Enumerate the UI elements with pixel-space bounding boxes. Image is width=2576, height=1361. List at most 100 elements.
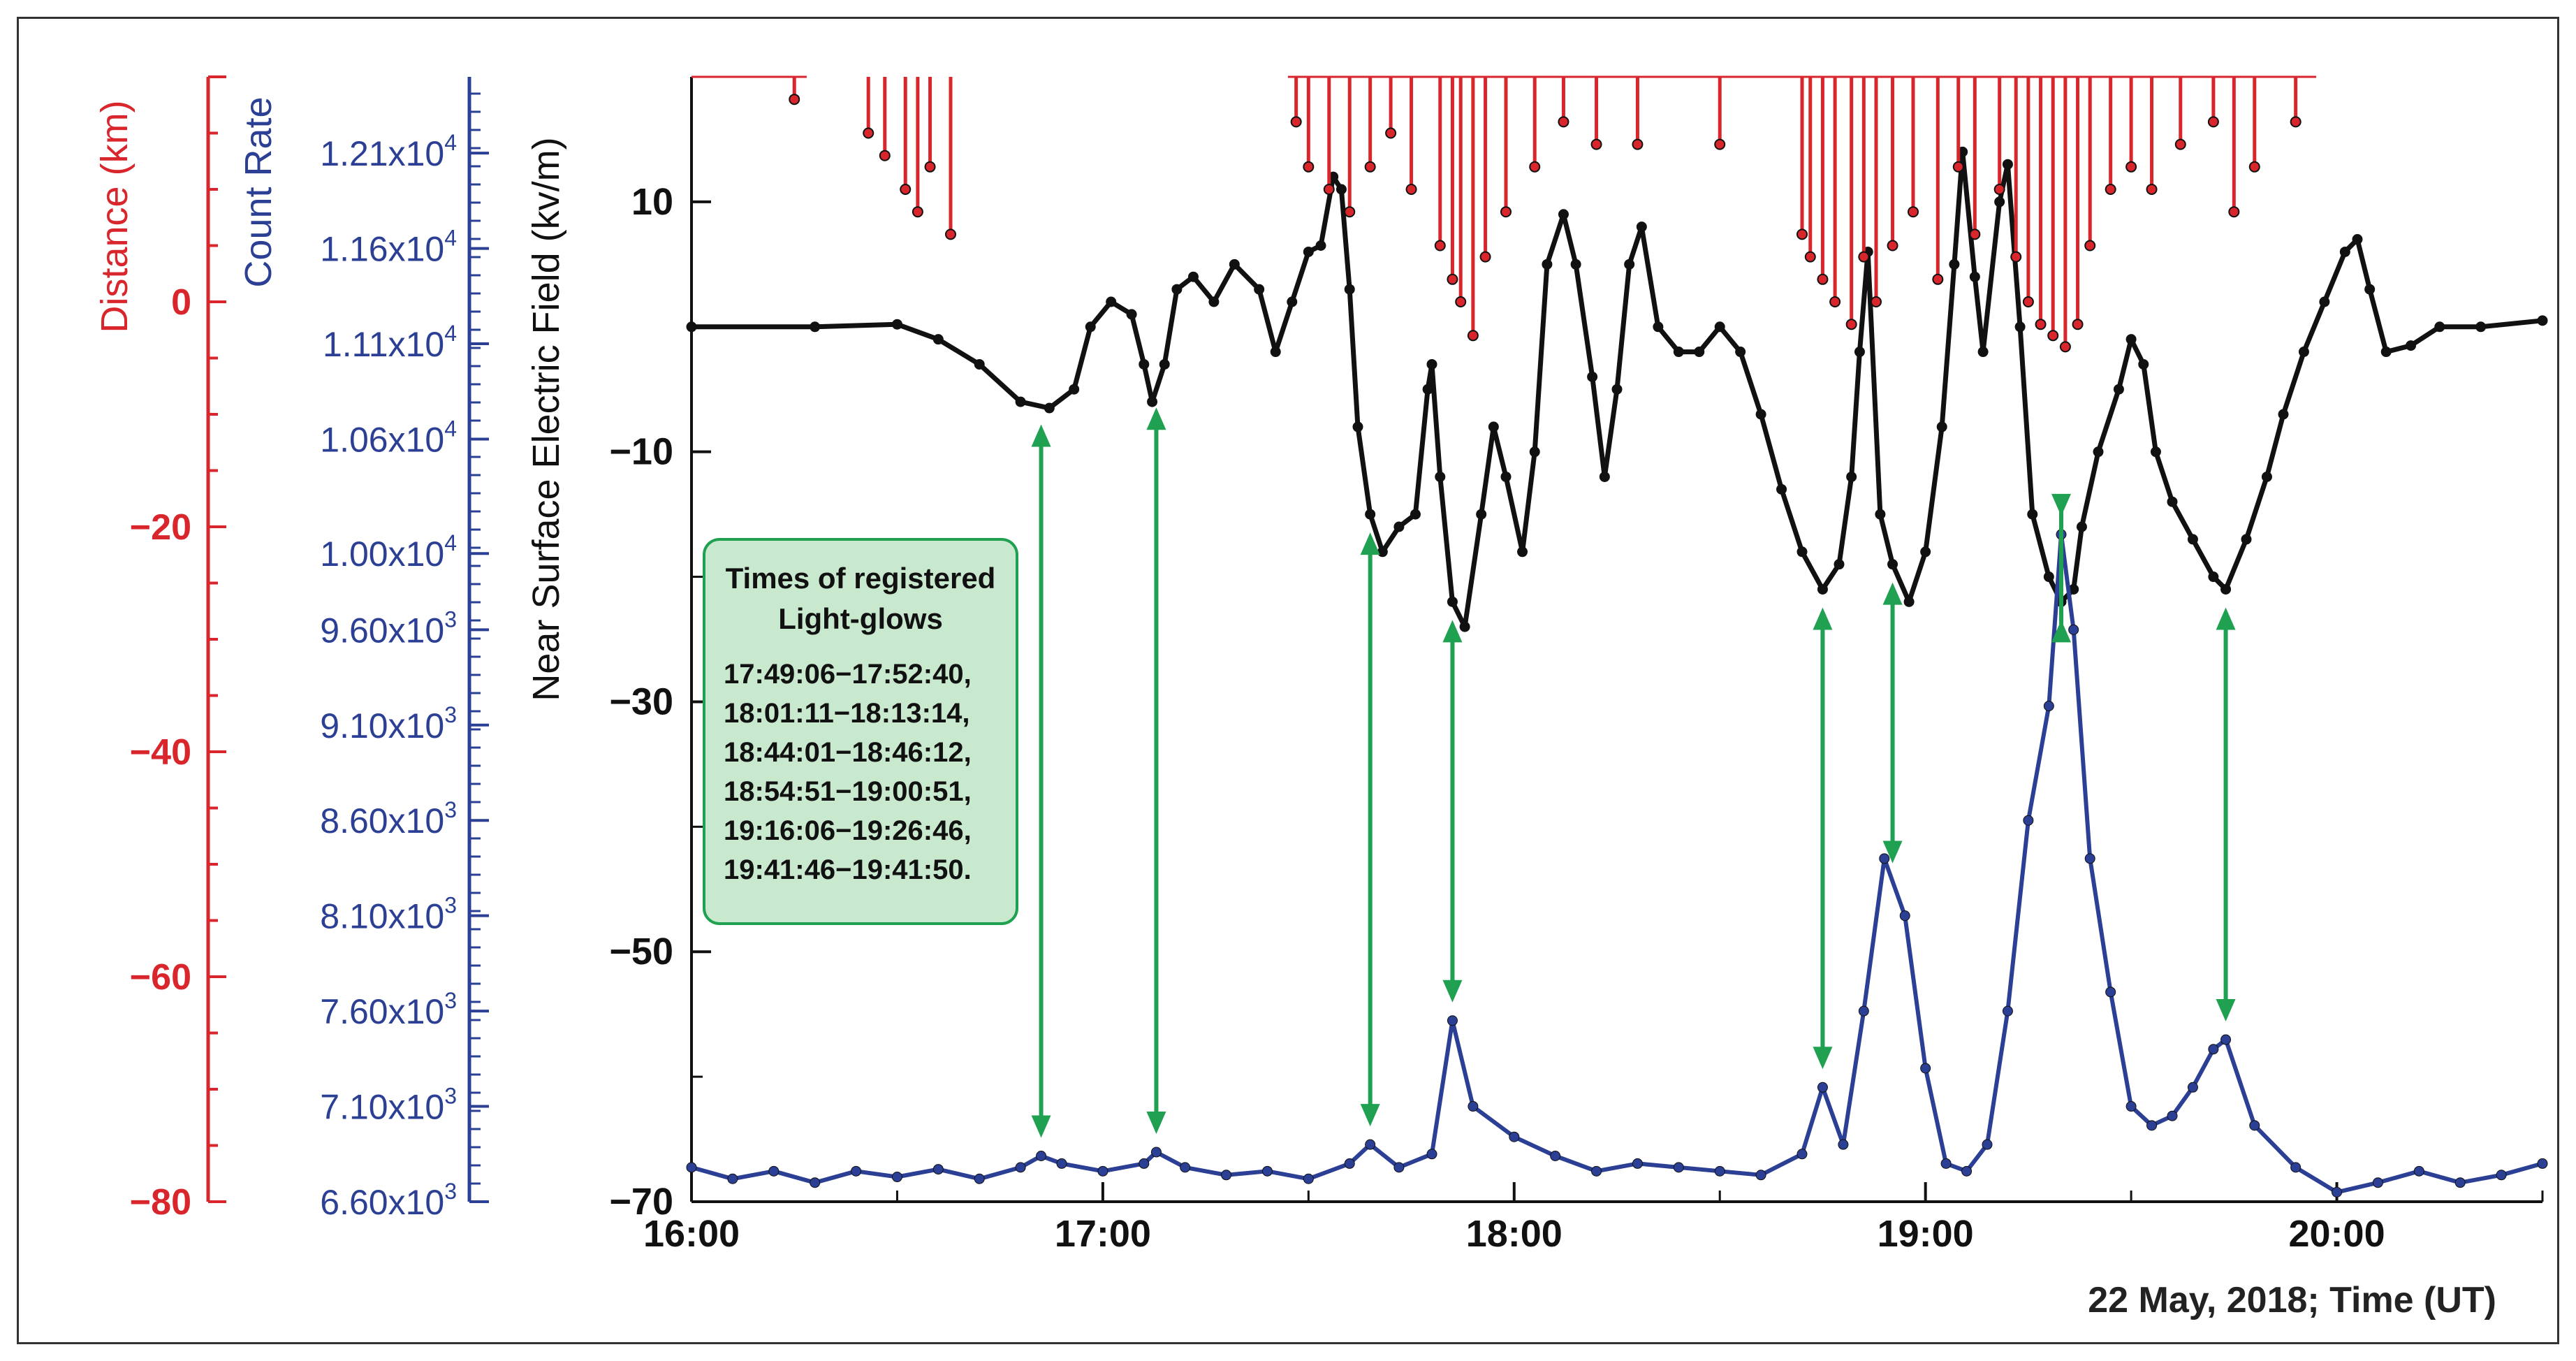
count_rate-point bbox=[1982, 1139, 1993, 1150]
field-point bbox=[1435, 471, 1446, 482]
count_rate-point bbox=[1714, 1165, 1725, 1177]
field-point bbox=[1085, 321, 1096, 333]
count-tick-label: 1.21x104 bbox=[320, 130, 457, 173]
field-point bbox=[1834, 559, 1845, 570]
count_rate-point bbox=[1920, 1063, 1931, 1074]
count_rate-point bbox=[727, 1173, 738, 1184]
distance-point bbox=[1405, 184, 1417, 195]
distance-point bbox=[789, 94, 800, 105]
field-point bbox=[810, 321, 821, 333]
field-point bbox=[1393, 521, 1405, 532]
field-point bbox=[1365, 509, 1376, 520]
distance-tick-label: 0 bbox=[171, 282, 191, 323]
count_rate-point bbox=[851, 1165, 862, 1177]
field-point bbox=[1735, 347, 1746, 358]
distance-point bbox=[1500, 206, 1512, 218]
count-rate-axis: 6.60x103 7.10x103 7.60x103 8.10x103 8.60x103… bbox=[237, 77, 489, 1222]
field-point bbox=[1796, 546, 1808, 558]
distance-point bbox=[2207, 116, 2219, 128]
distance-point bbox=[1529, 161, 1541, 173]
count_rate-point bbox=[1344, 1158, 1355, 1169]
field-point bbox=[1459, 621, 1470, 632]
x-tick-label: 19:00 bbox=[1878, 1213, 1974, 1255]
field-point bbox=[1015, 396, 1026, 407]
field-point bbox=[1714, 321, 1725, 333]
count_rate-point bbox=[1550, 1151, 1561, 1162]
field-point bbox=[1636, 221, 1647, 233]
distance-point bbox=[1364, 161, 1376, 173]
field-point bbox=[1315, 240, 1326, 251]
distance-point bbox=[1590, 138, 1602, 150]
field-point bbox=[2434, 321, 2445, 333]
distance-point bbox=[2248, 161, 2260, 173]
field-point bbox=[1377, 546, 1388, 558]
count-tick-label: 1.06x104 bbox=[320, 416, 457, 459]
field-tick-label: −70 bbox=[609, 1181, 673, 1223]
count_rate-point bbox=[2146, 1120, 2158, 1131]
count-tick-label: 9.10x103 bbox=[320, 702, 457, 745]
count_rate-point bbox=[1139, 1158, 1150, 1169]
count_rate-point bbox=[1097, 1165, 1108, 1177]
field-point bbox=[2339, 246, 2350, 257]
count_rate-point bbox=[2332, 1186, 2343, 1198]
field-point bbox=[1500, 471, 1512, 482]
annotation-title: Times of registered bbox=[726, 562, 996, 595]
count_rate-point bbox=[1632, 1158, 1643, 1169]
field-point bbox=[2261, 471, 2272, 482]
field-point bbox=[1208, 296, 1220, 307]
distance-point bbox=[924, 161, 936, 173]
field-point bbox=[2150, 446, 2161, 458]
annotation-time-range: 18:54:51−19:00:51, bbox=[724, 776, 972, 807]
field-point bbox=[1229, 259, 1240, 270]
field-point bbox=[1542, 259, 1553, 270]
time-axis: 16:00 17:00 18:00 19:00 20:00 bbox=[643, 1182, 2544, 1255]
count_rate-point bbox=[1899, 910, 1910, 922]
count_rate-point bbox=[2084, 853, 2095, 864]
field-point bbox=[1270, 347, 1281, 358]
field-point bbox=[2167, 496, 2178, 507]
count_rate-point bbox=[891, 1172, 902, 1183]
light-glow-arrow-head bbox=[2216, 607, 2236, 630]
count_rate-point bbox=[1755, 1170, 1766, 1181]
distance-point bbox=[2146, 184, 2158, 195]
field-point bbox=[1488, 421, 1499, 432]
light-glow-arrow-head bbox=[2051, 620, 2071, 643]
light-glow-annotation: Times of registered Light-glows 17:49:06−1… bbox=[703, 538, 1018, 925]
x-tick-label: 17:00 bbox=[1055, 1213, 1151, 1255]
x-tick-label: 18:00 bbox=[1466, 1213, 1563, 1255]
field-point bbox=[1139, 358, 1150, 370]
field-point bbox=[1624, 259, 1635, 270]
field-point bbox=[1303, 246, 1314, 257]
count_rate-point bbox=[2537, 1158, 2548, 1169]
distance-point bbox=[1804, 251, 1816, 263]
field-point bbox=[1920, 546, 1931, 558]
field-point bbox=[974, 358, 985, 370]
field-point bbox=[1887, 559, 1898, 570]
distance-point bbox=[2035, 319, 2047, 330]
field-point bbox=[2027, 509, 2038, 520]
count_rate-point bbox=[2002, 1005, 2013, 1017]
distance-point bbox=[912, 206, 923, 218]
distance-point bbox=[1385, 127, 1397, 139]
count_rate-point bbox=[2496, 1170, 2507, 1181]
field-point bbox=[1611, 384, 1623, 395]
annotation-time-range: 17:49:06−17:52:40, bbox=[724, 659, 972, 690]
light-glow-arrow-head bbox=[1031, 1115, 1051, 1138]
annotation-time-range: 19:16:06−19:26:46, bbox=[724, 815, 972, 846]
distance-point bbox=[2228, 206, 2240, 218]
field-point bbox=[891, 319, 902, 330]
count_rate-point bbox=[2105, 987, 2116, 998]
distance-point bbox=[1714, 138, 1726, 150]
field-point bbox=[2014, 321, 2026, 333]
count_rate-point bbox=[2208, 1044, 2219, 1055]
x-axis-label: 22 May, 2018; Time (UT) bbox=[2088, 1280, 2496, 1320]
field-point bbox=[2278, 409, 2289, 420]
distance-point bbox=[1817, 273, 1829, 285]
field-point bbox=[1106, 296, 1117, 307]
field-tick-label: −10 bbox=[609, 431, 673, 473]
distance-point bbox=[1558, 116, 1569, 128]
count-tick-label: 1.00x104 bbox=[320, 530, 457, 574]
count_rate-point bbox=[2290, 1162, 2301, 1173]
field-axis-label: Near Surface Electric Field (kv/m) bbox=[525, 137, 567, 701]
field-point bbox=[932, 334, 944, 345]
